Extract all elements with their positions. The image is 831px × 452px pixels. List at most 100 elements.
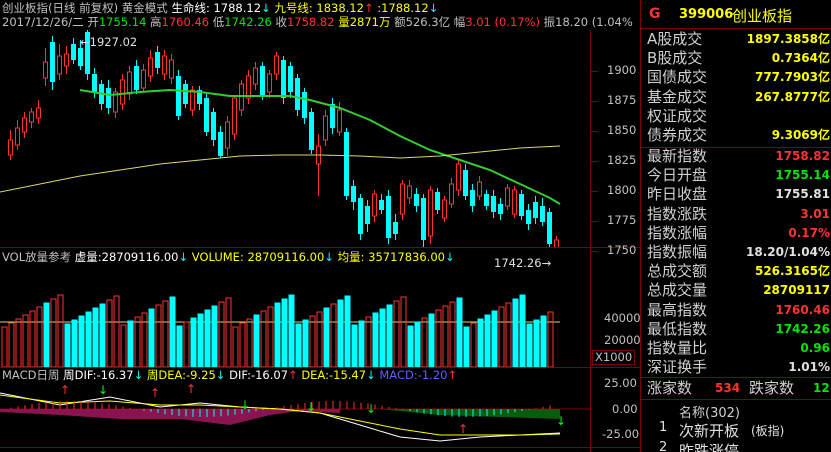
volume-bar	[323, 307, 330, 367]
volume-bar	[512, 298, 519, 367]
candlestick	[36, 100, 41, 124]
candlestick	[218, 126, 223, 158]
volume-bar	[281, 298, 288, 367]
stat-label: 最高指数	[647, 300, 708, 319]
candlestick	[421, 194, 426, 247]
candlestick	[85, 30, 90, 80]
turnover-row: 债券成交 9.3069亿	[641, 125, 831, 145]
divider	[641, 399, 831, 400]
amplitude-value: 振18.20 (1.04%	[543, 15, 633, 29]
divider	[641, 377, 831, 378]
weekly-dea-value: -9.25	[186, 368, 216, 382]
candlestick	[71, 38, 76, 64]
candlestick	[50, 36, 55, 90]
candlestick	[267, 70, 272, 98]
divider	[641, 28, 831, 29]
candlestick-plot[interactable]	[0, 0, 590, 247]
high-mark-value: 1927.02	[89, 35, 138, 49]
candlestick	[498, 198, 503, 220]
stat-value: 1742.26	[775, 321, 830, 336]
weekly-dea-label: 周DEA:	[146, 368, 187, 382]
macd-label: MACD:	[379, 368, 418, 382]
stat-value: 1755.14	[775, 168, 830, 183]
down-arrow-icon: ↓	[428, 1, 439, 15]
volume-title: VOL放量参考	[2, 250, 72, 264]
volume-bar	[85, 311, 92, 367]
volume-number: 28709116.00	[247, 250, 325, 264]
volume-bar	[498, 306, 505, 367]
turnover-value: 777.7903亿	[754, 70, 830, 85]
volume-bar	[393, 300, 400, 367]
down-arrow-icon: ↓	[98, 383, 108, 397]
turnover-row: B股成交 0.7364亿	[641, 48, 831, 68]
sector-name: 次新开板	[679, 422, 740, 440]
candlestick	[288, 62, 293, 98]
volume-bar	[316, 311, 323, 367]
candlestick	[372, 190, 377, 222]
stat-label: 最新指数	[647, 147, 708, 165]
up-count-value: 534	[715, 381, 741, 395]
stat-row: 指数量比 0.96	[641, 338, 831, 358]
stat-value: 18.20/1.04%	[746, 245, 830, 259]
stat-value: 28709117	[763, 283, 830, 298]
close-label: 收	[275, 15, 287, 29]
stat-value: 0.96	[800, 341, 830, 355]
stat-label: 今日开盘	[647, 166, 708, 185]
volume-bar	[92, 307, 99, 367]
down-arrow-icon: ↓	[366, 402, 376, 416]
up-arrow-icon: ↑	[150, 386, 160, 400]
candlestick	[295, 74, 300, 116]
candlestick	[302, 88, 307, 124]
avg-volume-value: 35717836.00	[368, 250, 445, 264]
volume-axis-40000: 40000	[604, 311, 641, 325]
price-axis-tick	[590, 221, 598, 222]
sector-tag: (板指)	[751, 424, 785, 438]
volume-bar	[484, 314, 491, 367]
volume-bar	[365, 316, 372, 367]
candlestick	[106, 80, 111, 114]
dif-label: DIF:	[229, 368, 251, 382]
divider	[641, 147, 831, 148]
volume-bar	[8, 322, 15, 367]
nine-label: 九号线:	[274, 1, 313, 15]
volume-bar	[295, 323, 302, 367]
volume-bar	[225, 297, 232, 367]
price-axis-divider	[590, 30, 591, 452]
volume-bar	[330, 303, 337, 367]
virtual-volume-label: 虚量:	[74, 250, 102, 264]
turnover-value: 1897.3858亿	[746, 32, 830, 46]
volume-bar	[421, 317, 428, 367]
weekly-dif-value: -16.37	[96, 368, 134, 382]
candlestick	[274, 52, 279, 80]
candlestick	[323, 110, 328, 146]
sector-name: 昨跌涨停	[679, 442, 740, 452]
candlestick	[491, 190, 496, 218]
volume-bar	[197, 313, 204, 367]
candlestick	[197, 86, 202, 110]
volume-bar	[246, 318, 253, 367]
macd-weekly-area	[0, 409, 340, 425]
stat-row: 指数振幅 18.20/1.04%	[641, 242, 831, 262]
bottom-divider	[0, 447, 640, 448]
candlestick	[225, 116, 230, 156]
index-title: 创业板指(日线 前复权)	[2, 1, 119, 15]
candlestick	[526, 204, 531, 230]
macd-header: MACD日周 周DIF:-16.37↓ 周DEA:-9.25↓ DIF:-16.…	[2, 369, 457, 382]
volume-bar	[358, 320, 365, 367]
macd-plot[interactable]: ↑ ↓ ↑ ↑ ↓ ↓ ↓ ↑ ↓	[0, 367, 590, 447]
volume-plot[interactable]	[0, 247, 590, 367]
candlestick	[15, 120, 20, 150]
candlestick	[113, 88, 118, 118]
weekly-dif-label: 周DIF:	[63, 368, 97, 382]
candlestick	[484, 190, 489, 210]
stat-value: 1755.81	[775, 187, 830, 202]
candlestick	[78, 40, 83, 70]
stat-row: 昨日收盘 1755.81	[641, 184, 831, 204]
stat-value: 0.17%	[788, 225, 830, 240]
macd-title: MACD日周	[2, 368, 60, 382]
volume-bar	[302, 319, 309, 367]
volume-bar	[449, 301, 456, 367]
kline-chart-area[interactable]: 创业板指(日线 前复权) 黄金模式 生命线: 1788.12↓ 九号线: 183…	[0, 0, 641, 452]
candlestick	[127, 66, 132, 100]
turnover-value: 9.3069亿	[771, 128, 830, 142]
